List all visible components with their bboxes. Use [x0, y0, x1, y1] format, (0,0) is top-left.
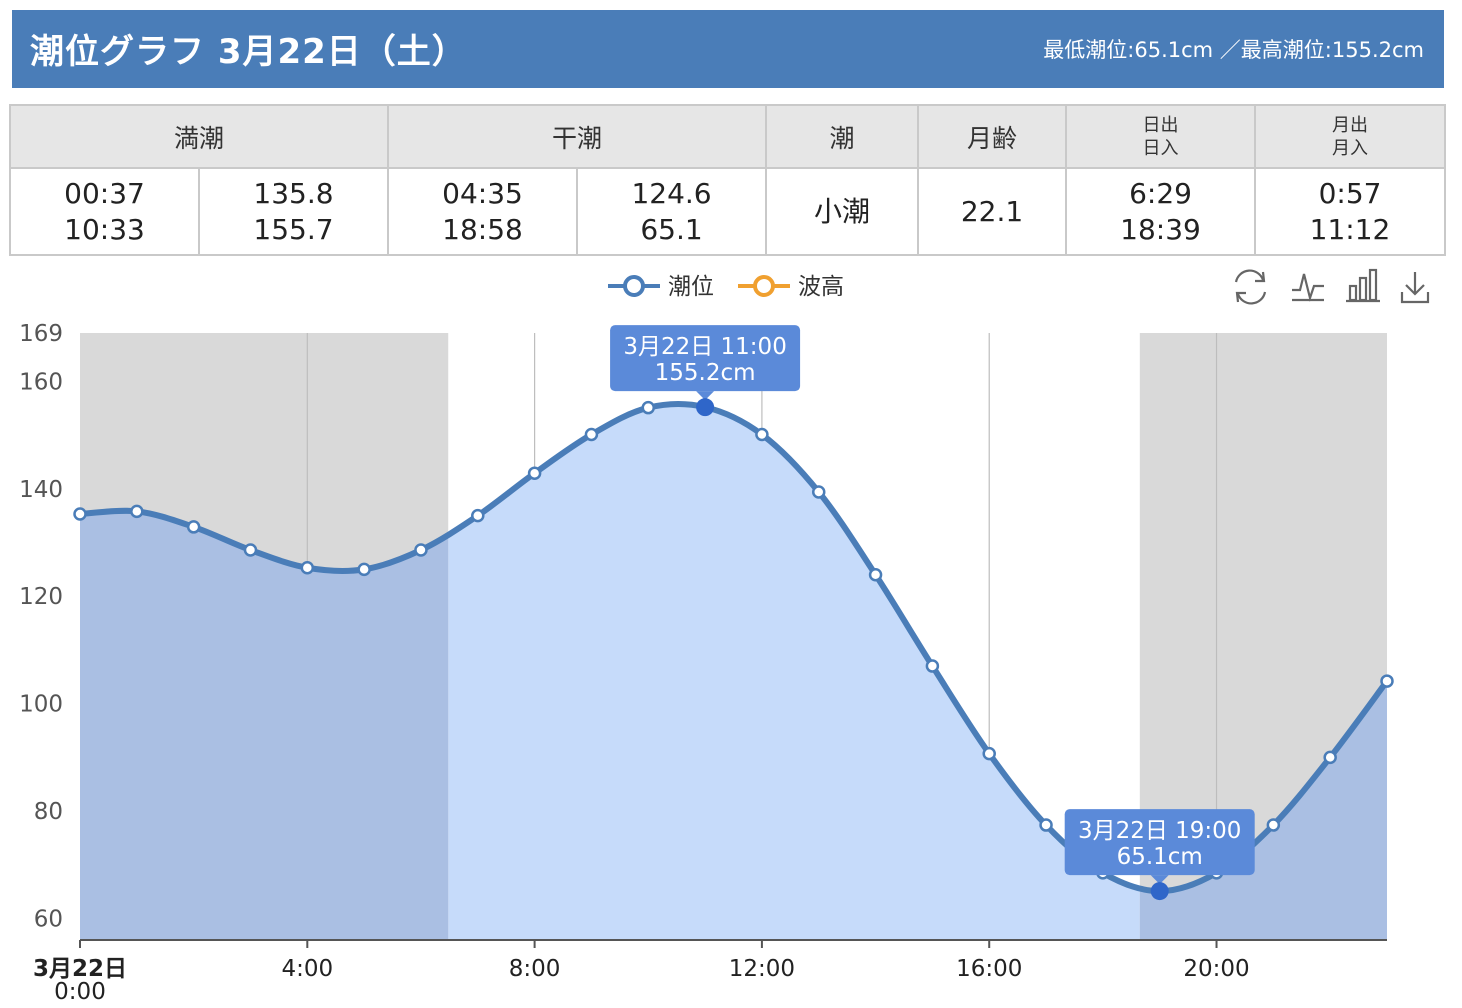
data-point[interactable] [1266, 818, 1281, 832]
low-time-1: 04:35 [442, 176, 523, 210]
header-tide-type: 潮 [765, 104, 920, 169]
chart-header: 潮位グラフ 3月22日（土） 最低潮位:65.1cm ／最高潮位:155.2cm [12, 10, 1444, 88]
x-tick-label: 16:00 [956, 956, 1022, 982]
tooltip-box [1064, 809, 1255, 876]
header-low-tide: 干潮 [387, 104, 768, 169]
legend-tide[interactable]: 潮位 [608, 274, 714, 300]
data-point[interactable] [1323, 750, 1337, 765]
x-tick-label: 12:00 [729, 956, 795, 982]
y-tick-label: 60 [34, 907, 63, 933]
tooltip-time: 3月22日 19:00 [1078, 818, 1242, 844]
legend-wave[interactable]: 波高 [738, 274, 844, 300]
data-point[interactable] [925, 659, 940, 673]
moonset-time: 11:12 [1309, 212, 1391, 246]
legend-wave-marker [753, 275, 775, 297]
bar-chart-icon[interactable] [1346, 268, 1380, 303]
data-point[interactable] [641, 400, 656, 415]
header-moonset: 月入 [1332, 137, 1369, 159]
y-tick-label: 120 [19, 584, 63, 610]
tide-range-text: 最低潮位:65.1cm ／最高潮位:155.2cm [1043, 38, 1424, 62]
tide-info-table: 満潮 干潮 潮 月齢 日出 日入 月出 月入 00:37 10:33 135.8… [8, 104, 1447, 256]
header-moonrise: 月出 [1332, 114, 1369, 136]
data-point[interactable] [130, 504, 144, 519]
low-time-2: 18:58 [442, 212, 523, 246]
data-point[interactable] [1039, 818, 1053, 832]
low-level-2: 65.1 [640, 212, 703, 246]
high-time-1: 00:37 [64, 176, 145, 210]
header-sunset: 日入 [1142, 137, 1179, 159]
moon-times: 0:57 11:12 [1254, 167, 1447, 256]
data-point[interactable] [982, 746, 996, 761]
table-header-row: 満潮 干潮 潮 月齢 日出 日入 月出 月入 [8, 104, 1447, 169]
tooltip-value: 155.2cm [655, 360, 756, 386]
high-level-1: 135.8 [253, 176, 334, 210]
line-chart-icon[interactable] [1292, 273, 1324, 302]
high-time-2: 10:33 [64, 212, 145, 246]
page-title: 潮位グラフ 3月22日（土） [30, 32, 467, 72]
sun-times: 6:29 18:39 [1065, 167, 1257, 256]
legend-tide-marker [623, 275, 645, 297]
sunset-time: 18:39 [1120, 212, 1201, 246]
data-point[interactable] [243, 543, 258, 557]
header-moon: 月出 月入 [1254, 104, 1447, 169]
data-point[interactable] [755, 427, 769, 442]
refresh-icon[interactable] [1234, 269, 1267, 305]
low-tide-levels: 124.6 65.1 [576, 167, 768, 256]
data-point[interactable] [357, 562, 371, 577]
y-tick-label: 169 [19, 321, 63, 347]
x-tick-label: 3月22日 [33, 956, 127, 982]
y-tick-label: 140 [19, 477, 63, 503]
tide-type-value: 小潮 [765, 167, 920, 256]
header-moon-age: 月齢 [917, 104, 1068, 169]
data-point[interactable] [1380, 674, 1394, 688]
high-level-2: 155.7 [253, 212, 334, 246]
legend-tide-label: 潮位 [668, 274, 714, 300]
tide-line [79, 401, 1390, 895]
data-point[interactable] [584, 427, 599, 442]
header-sunrise: 日出 [1142, 114, 1179, 136]
x-tick-label: 4:00 [281, 956, 333, 982]
tooltip-pointer [1150, 875, 1169, 885]
tide-area-day [448, 404, 1140, 940]
data-point[interactable] [868, 567, 883, 582]
moonrise-time: 0:57 [1318, 176, 1382, 210]
download-icon[interactable] [1400, 272, 1430, 304]
x-tick-label: 8:00 [509, 956, 561, 982]
data-point[interactable] [527, 466, 542, 480]
low-tide-times: 04:35 18:58 [387, 167, 579, 256]
x-tick-label: 20:00 [1183, 956, 1249, 982]
x-tick-sublabel: 0:00 [54, 979, 106, 1005]
tooltip-pointer [696, 391, 715, 401]
data-point[interactable] [186, 520, 201, 534]
data-point[interactable] [471, 508, 485, 523]
y-tick-label: 100 [19, 692, 63, 718]
table-row: 00:37 10:33 135.8 155.7 04:35 18:58 124.… [9, 167, 1447, 256]
y-tick-label: 160 [19, 369, 63, 395]
sunrise-time: 6:29 [1129, 176, 1192, 210]
legend-wave-label: 波高 [798, 274, 844, 300]
data-point[interactable] [300, 560, 315, 575]
header-high-tide: 満潮 [8, 104, 390, 169]
high-tide-levels: 135.8 155.7 [197, 167, 390, 256]
header-sun: 日出 日入 [1065, 104, 1257, 169]
tooltip-box [610, 325, 801, 392]
tooltip-time: 3月22日 11:00 [623, 334, 787, 360]
tooltip-value: 65.1cm [1117, 844, 1203, 870]
moon-age-value: 22.1 [917, 167, 1068, 256]
data-point[interactable] [414, 543, 428, 557]
high-tide-times: 00:37 10:33 [9, 167, 200, 256]
data-point[interactable] [73, 507, 87, 521]
y-tick-label: 80 [34, 799, 63, 825]
highlight-point[interactable] [696, 398, 715, 417]
data-point[interactable] [811, 485, 826, 499]
highlight-point[interactable] [1150, 882, 1169, 901]
low-level-1: 124.6 [631, 176, 712, 210]
